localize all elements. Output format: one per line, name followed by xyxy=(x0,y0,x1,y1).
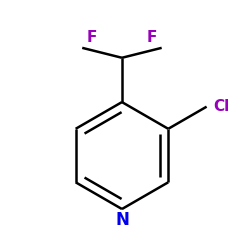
Text: Cl: Cl xyxy=(213,99,230,114)
Text: F: F xyxy=(147,30,157,46)
Text: F: F xyxy=(87,30,97,46)
Text: N: N xyxy=(115,212,129,230)
